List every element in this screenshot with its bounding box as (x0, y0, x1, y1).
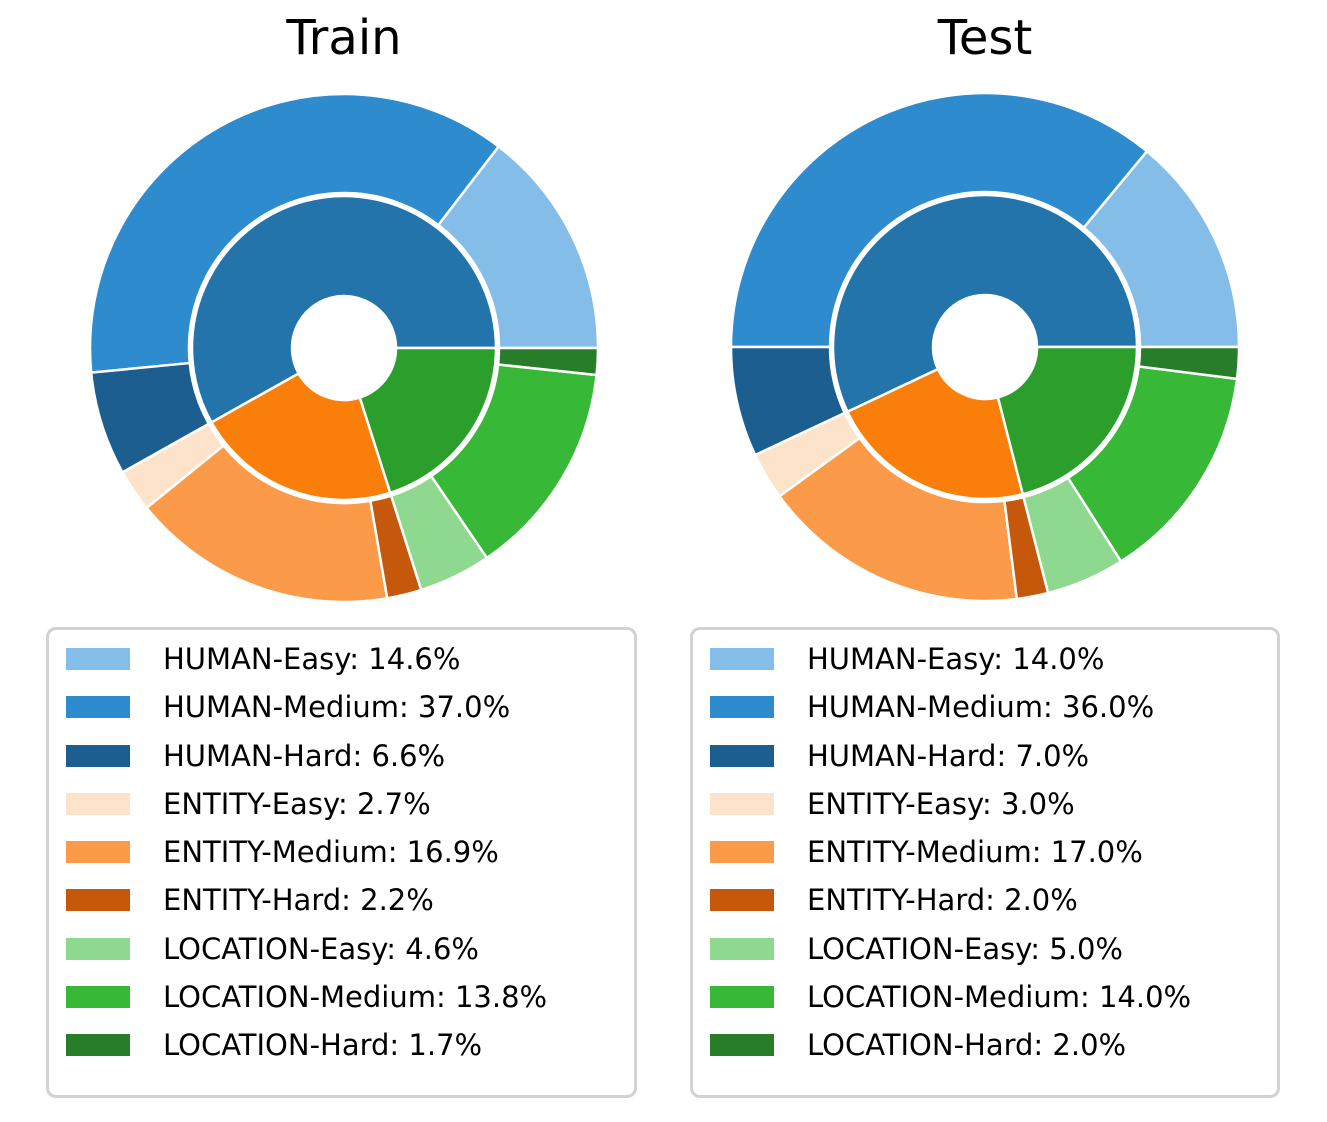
legend-swatch-human-easy (66, 648, 130, 671)
legend-swatch-human-hard (66, 744, 130, 767)
test-chart-title: Test (937, 10, 1033, 66)
legend-item: ENTITY-Medium: 17.0% (710, 828, 1277, 876)
legend-label: ENTITY-Easy: 2.7% (163, 786, 431, 821)
outer-ring-wedge-location-hard (496, 346, 600, 377)
legend-swatch-human-hard (710, 744, 774, 767)
legend-label: LOCATION-Easy: 5.0% (807, 931, 1123, 966)
legend-item: ENTITY-Easy: 3.0% (710, 780, 1277, 828)
legend-label: HUMAN-Medium: 37.0% (163, 690, 511, 725)
legend-label: LOCATION-Easy: 4.6% (163, 931, 479, 966)
outer-ring-wedge-human-medium (729, 91, 1149, 349)
inner-ring-wedge-entity (210, 372, 392, 502)
legend-label: ENTITY-Hard: 2.2% (163, 883, 434, 918)
legend-label: HUMAN-Easy: 14.6% (163, 642, 461, 677)
legend-swatch-location-easy (710, 937, 774, 960)
inner-ring-wedge-location (358, 346, 498, 495)
legend-item: HUMAN-Medium: 37.0% (66, 683, 634, 731)
legend-label: ENTITY-Medium: 17.0% (807, 835, 1143, 870)
legend-swatch-human-medium (66, 696, 130, 719)
train-chart-title: Train (286, 10, 402, 66)
legend-label: ENTITY-Hard: 2.0% (807, 883, 1078, 918)
legend-item: ENTITY-Hard: 2.0% (710, 876, 1277, 924)
legend-item: HUMAN-Hard: 7.0% (710, 732, 1277, 780)
legend-label: HUMAN-Hard: 7.0% (807, 738, 1090, 773)
legend-item: HUMAN-Easy: 14.0% (710, 635, 1277, 683)
train-donut-chart (88, 92, 600, 604)
legend-item: HUMAN-Easy: 14.6% (66, 635, 634, 683)
inner-ring-wedge-human (190, 194, 498, 424)
legend-swatch-location-medium (66, 985, 130, 1008)
legend-swatch-human-easy (710, 648, 774, 671)
legend-item: ENTITY-Easy: 2.7% (66, 780, 634, 828)
legend-label: LOCATION-Hard: 2.0% (807, 1028, 1127, 1063)
legend-label: HUMAN-Hard: 6.6% (163, 738, 446, 773)
legend-label: LOCATION-Medium: 14.0% (807, 979, 1192, 1014)
inner-ring-wedge-entity (846, 367, 1025, 501)
legend-swatch-entity-hard (66, 889, 130, 912)
legend-swatch-location-hard (710, 1034, 774, 1057)
legend-swatch-entity-medium (66, 841, 130, 864)
legend-item: LOCATION-Medium: 14.0% (710, 973, 1277, 1021)
legend-label: HUMAN-Easy: 14.0% (807, 642, 1105, 677)
outer-ring-wedge-location-hard (1137, 345, 1241, 381)
legend-swatch-entity-hard (710, 889, 774, 912)
inner-ring-wedge-human (831, 193, 1139, 413)
inner-ring-wedge-location (996, 345, 1139, 496)
legend-swatch-entity-easy (710, 792, 774, 815)
test-legend: HUMAN-Easy: 14.0% HUMAN-Medium: 36.0% HUMA… (690, 627, 1280, 1098)
legend-item: LOCATION-Easy: 5.0% (710, 925, 1277, 973)
legend-label: LOCATION-Hard: 1.7% (163, 1028, 483, 1063)
legend-item: LOCATION-Hard: 2.0% (710, 1021, 1277, 1069)
train-legend: HUMAN-Easy: 14.6% HUMAN-Medium: 37.0% HUMA… (46, 627, 637, 1098)
outer-ring-wedge-human-medium (88, 92, 500, 374)
outer-ring-wedge-entity-medium (145, 444, 389, 604)
legend-label: ENTITY-Easy: 3.0% (807, 786, 1075, 821)
legend-swatch-location-medium (710, 985, 774, 1008)
legend-label: LOCATION-Medium: 13.8% (163, 979, 548, 1014)
legend-item: HUMAN-Medium: 36.0% (710, 683, 1277, 731)
legend-label: ENTITY-Medium: 16.9% (163, 835, 499, 870)
legend-swatch-entity-medium (710, 841, 774, 864)
test-donut-chart (729, 91, 1241, 603)
legend-item: LOCATION-Medium: 13.8% (66, 973, 634, 1021)
legend-swatch-location-hard (66, 1034, 130, 1057)
legend-swatch-location-easy (66, 937, 130, 960)
legend-swatch-human-medium (710, 696, 774, 719)
legend-item: LOCATION-Easy: 4.6% (66, 925, 634, 973)
legend-item: HUMAN-Hard: 6.6% (66, 732, 634, 780)
legend-swatch-entity-easy (66, 792, 130, 815)
legend-item: ENTITY-Hard: 2.2% (66, 876, 634, 924)
outer-ring-wedge-entity-medium (778, 436, 1019, 603)
legend-item: LOCATION-Hard: 1.7% (66, 1021, 634, 1069)
legend-label: HUMAN-Medium: 36.0% (807, 690, 1155, 725)
legend-item: ENTITY-Medium: 16.9% (66, 828, 634, 876)
